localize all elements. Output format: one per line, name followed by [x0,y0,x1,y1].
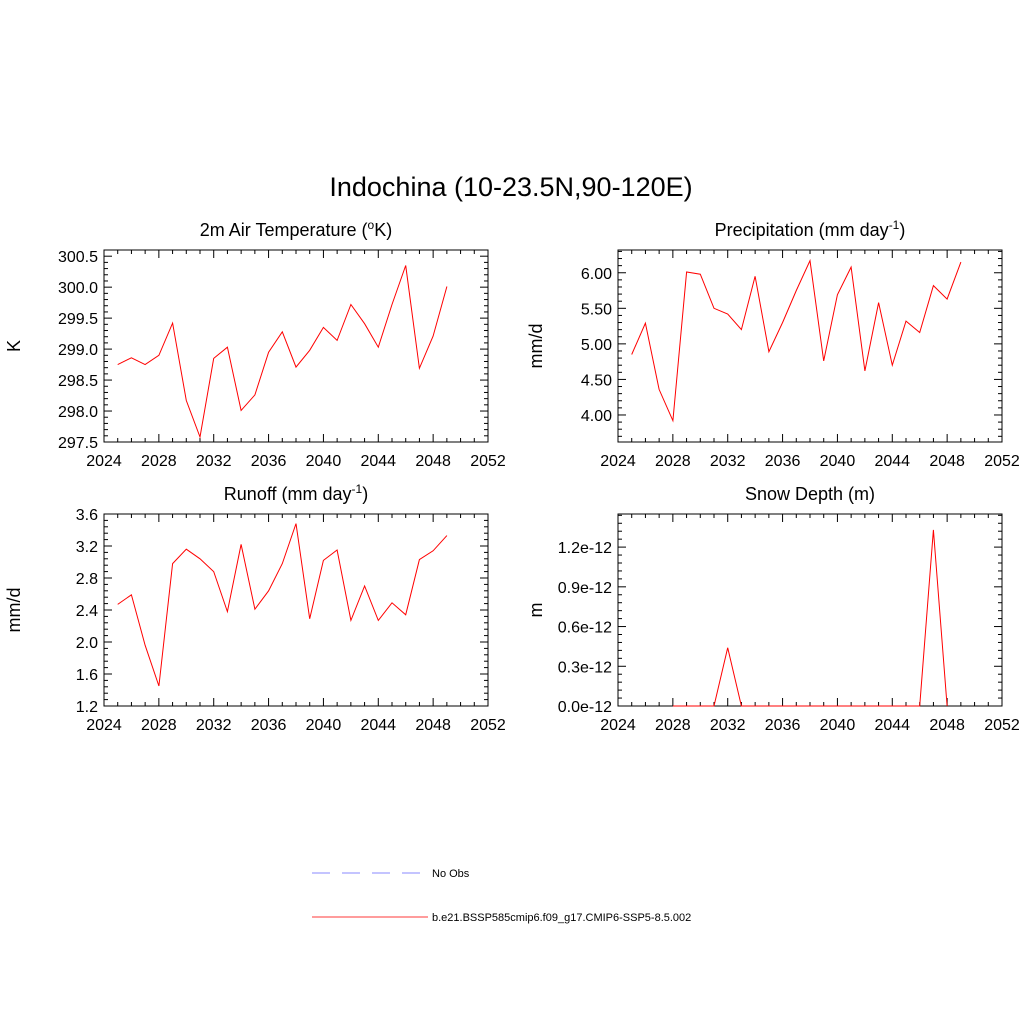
series-line [672,529,948,707]
panel-title-sup: o [368,218,375,232]
y-tick-label: 2.4 [76,603,98,620]
x-tick-label: 2044 [360,717,396,734]
plot-frame [103,513,489,707]
page-title: Indochina (10-23.5N,90-120E) [329,172,692,202]
panel-title: Runoff (mm day-1) [224,482,368,504]
x-tick-label: 2040 [306,717,342,734]
panel-title-tail: K) [374,220,392,240]
x-tick-label: 2052 [984,453,1020,470]
series-line [117,265,448,439]
y-axis-label: K [4,340,24,352]
x-tick-label: 2036 [765,717,801,734]
y-tick-label: 1.2e-12 [558,540,612,557]
y-axis-label: m [526,603,546,618]
legend-label-model: b.e21.BSSP585cmip6.f09_g17.CMIP6-SSP5-8.… [432,912,691,924]
x-tick-label: 2040 [306,453,342,470]
y-tick-label: 0.6e-12 [558,620,612,637]
panel-title: Snow Depth (m) [745,484,875,504]
y-tick-label: 2.8 [76,571,98,588]
y-tick-label: 3.6 [76,507,98,524]
panel-title-tail: ) [362,484,368,504]
x-tick-label: 2024 [86,717,122,734]
x-tick-label: 2024 [86,453,122,470]
y-tick-label: 6.00 [581,266,612,283]
x-tick-label: 2044 [360,453,396,470]
panel-title-sup: -1 [889,218,900,232]
x-tick-label: 2040 [820,717,856,734]
plot-frame [617,249,1003,443]
x-tick-label: 2052 [470,717,506,734]
x-tick-label: 2044 [874,717,910,734]
x-tick-label: 2024 [600,453,636,470]
x-tick-label: 2048 [415,453,451,470]
y-tick-label: 1.2 [76,699,98,716]
panel-0: 2m Air Temperature (oK) 2024 2028 2032 2036 2… [4,218,506,470]
y-tick-label: 5.00 [581,337,612,354]
panel-title: 2m Air Temperature (oK) [200,218,392,240]
x-tick-label: 2052 [984,717,1020,734]
y-tick-label: 0.9e-12 [558,580,612,597]
x-tick-label: 2048 [929,717,965,734]
y-tick-label: 0.0e-12 [558,699,612,716]
x-tick-label: 2040 [820,453,856,470]
x-tick-label: 2044 [874,453,910,470]
x-tick-label: 2032 [196,453,232,470]
x-tick-label: 2032 [196,717,232,734]
y-tick-label: 299.5 [58,311,98,328]
x-tick-label: 2052 [470,453,506,470]
panels: 2m Air Temperature (oK) 2024 2028 2032 2036 2… [4,218,1020,734]
panel-title-tail: ) [899,220,905,240]
y-tick-label: 298.0 [58,404,98,421]
y-tick-label: 300.5 [58,249,98,266]
panel-3: Snow Depth (m) 2024 2028 2032 2036 2040 2044 20… [526,484,1020,734]
y-tick-label: 2.0 [76,635,98,652]
panel-1: Precipitation (mm day-1) 2024 2028 2032 2036… [526,218,1020,470]
series-line [631,258,962,423]
y-axis-label: mm/d [526,324,546,369]
panel-title: Precipitation (mm day-1) [715,218,906,240]
legend: No Obs b.e21.BSSP585cmip6.f09_g17.CMIP6-… [312,868,691,924]
x-tick-label: 2028 [141,717,177,734]
x-tick-label: 2036 [765,453,801,470]
y-axis-label: mm/d [4,588,24,633]
x-tick-label: 2024 [600,717,636,734]
y-tick-label: 299.0 [58,342,98,359]
x-tick-label: 2048 [415,717,451,734]
y-tick-label: 1.6 [76,667,98,684]
x-tick-label: 2032 [710,453,746,470]
y-tick-label: 5.50 [581,301,612,318]
legend-label-no-obs: No Obs [432,868,470,880]
y-tick-label: 4.00 [581,408,612,425]
plot-frame [103,249,489,443]
x-tick-label: 2028 [141,453,177,470]
x-tick-label: 2032 [710,717,746,734]
x-tick-label: 2028 [655,717,691,734]
x-tick-label: 2036 [251,453,287,470]
y-tick-label: 4.50 [581,372,612,389]
y-tick-label: 300.0 [58,280,98,297]
y-tick-label: 298.5 [58,373,98,390]
y-tick-label: 3.2 [76,539,98,556]
panel-title-sup: -1 [352,482,363,496]
x-tick-label: 2036 [251,717,287,734]
panel-2: Runoff (mm day-1) 2024 2028 2032 2036 2040 204… [4,482,506,734]
x-tick-label: 2048 [929,453,965,470]
y-tick-label: 297.5 [58,435,98,452]
series-line [117,523,448,687]
x-tick-label: 2028 [655,453,691,470]
y-tick-label: 0.3e-12 [558,659,612,676]
